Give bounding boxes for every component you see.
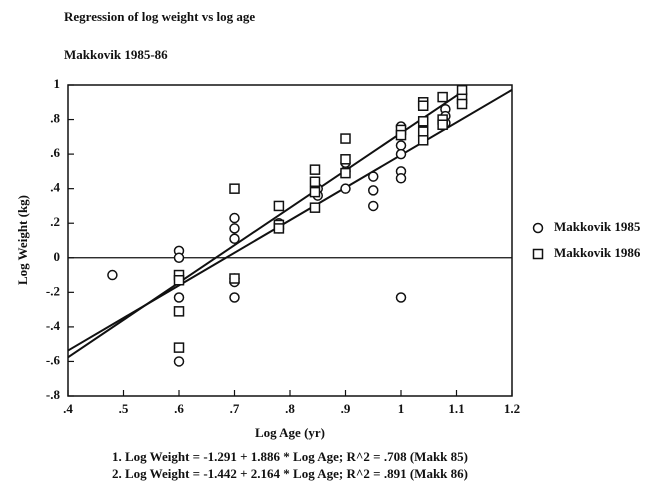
data-point: [395, 148, 407, 160]
y-axis-label: Log Weight (kg): [15, 195, 30, 285]
data-point: [229, 183, 240, 194]
data-point: [395, 140, 407, 151]
x-tick-label: .4: [63, 401, 73, 416]
y-tick-label: .2: [50, 214, 60, 229]
data-point: [273, 200, 285, 212]
x-tick-label: .6: [174, 401, 184, 416]
data-point: [368, 185, 379, 196]
data-point: [417, 116, 429, 127]
data-point: [229, 233, 240, 245]
x-tick-label: .7: [230, 401, 240, 416]
chart-title: Regression of log weight vs log age: [64, 9, 255, 24]
y-tick-label: .6: [50, 145, 60, 160]
data-point: [340, 154, 351, 165]
legend-label: Makkovik 1986: [554, 245, 641, 260]
data-point: [456, 84, 468, 96]
y-tick-label: -.2: [46, 283, 60, 298]
legend-marker: [532, 248, 544, 260]
data-point: [437, 119, 448, 130]
x-tick-label: .9: [341, 401, 351, 416]
x-tick-label: .5: [119, 401, 129, 416]
y-tick-label: -.4: [46, 318, 61, 333]
x-tick-label: 1.1: [448, 401, 464, 416]
data-point: [107, 269, 118, 281]
data-point: [368, 171, 379, 182]
data-point: [395, 292, 407, 303]
data-point: [395, 173, 407, 184]
data-point: [456, 98, 468, 110]
annotation: 2. Log Weight = -1.442 + 2.164 * Log Age…: [112, 466, 468, 481]
data-point: [309, 176, 321, 188]
x-tick-label: 1: [398, 401, 405, 416]
data-point: [173, 292, 185, 303]
data-point: [340, 167, 351, 179]
data-point: [173, 356, 185, 367]
data-point: [340, 183, 351, 194]
data-point: [417, 100, 429, 111]
data-point: [395, 129, 407, 141]
y-tick-label: -.8: [46, 387, 61, 402]
chart-subtitle: Makkovik 1985-86: [64, 47, 168, 62]
legend-label: Makkovik 1985: [554, 219, 641, 234]
y-tick-label: .4: [50, 180, 60, 195]
data-point: [340, 133, 351, 144]
data-point: [309, 164, 321, 175]
data-point: [229, 212, 240, 224]
y-tick-label: -.6: [46, 352, 61, 367]
data-point: [229, 292, 240, 303]
legend-marker: [532, 222, 544, 234]
y-tick-label: 1: [54, 76, 61, 91]
annotation: 1. Log Weight = -1.291 + 1.886 * Log Age…: [112, 449, 468, 464]
data-point: [173, 274, 185, 286]
x-tick-label: .8: [285, 401, 295, 416]
data-point: [368, 200, 379, 212]
data-point: [229, 273, 240, 284]
x-tick-label: 1.2: [504, 401, 520, 416]
data-point: [417, 135, 429, 146]
data-point: [417, 126, 429, 137]
data-point: [437, 91, 448, 103]
data-point: [309, 186, 321, 198]
data-point: [273, 223, 285, 234]
data-point: [309, 202, 321, 213]
y-tick-label: 0: [54, 249, 61, 264]
data-point: [173, 342, 185, 353]
x-axis-label: Log Age (yr): [255, 425, 325, 440]
data-point: [173, 306, 185, 317]
y-tick-label: .8: [50, 111, 60, 126]
data-point: [173, 252, 185, 264]
data-point: [229, 223, 240, 234]
plot-frame: [67, 84, 513, 397]
